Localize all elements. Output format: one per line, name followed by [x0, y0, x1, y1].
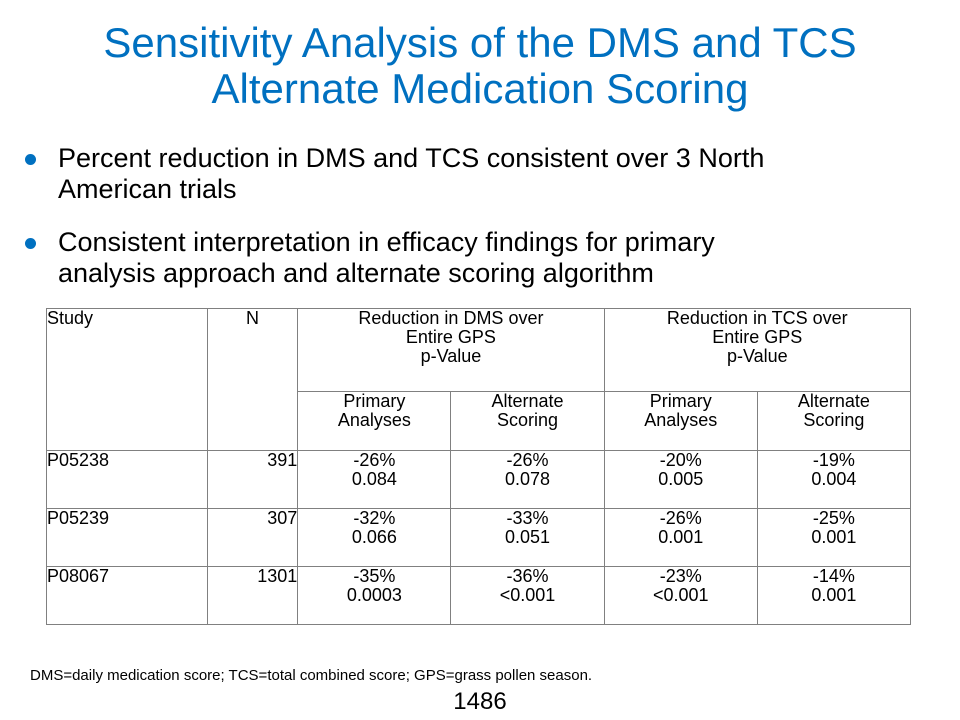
cell-pct: -20% — [659, 450, 702, 470]
cell-p-value: 0.066 — [351, 527, 397, 547]
bullet-text-line: Percent reduction in DMS and TCS consist… — [58, 143, 765, 173]
slide-title: Sensitivity Analysis of the DMS and TCS … — [0, 20, 960, 112]
cell-tcs-primary: -26% 0.001 — [603, 508, 758, 567]
cell-dms-primary: -35% 0.0003 — [297, 566, 452, 625]
header-tcs-group: Reduction in TCS over Entire GPS p-Value — [603, 308, 912, 392]
bullet-item: Consistent interpretation in efficacy fi… — [22, 227, 922, 289]
cell-p-value: 0.005 — [658, 469, 704, 489]
bullet-list: Percent reduction in DMS and TCS consist… — [22, 143, 922, 311]
cell-p-value: 0.001 — [811, 585, 857, 605]
subheader-line: Analyses — [337, 410, 411, 430]
header-tcs-alternate: Alternate Scoring — [756, 391, 912, 451]
header-dms-line-3: p-Value — [420, 346, 482, 366]
cell-n: 391 — [206, 450, 299, 509]
cell-dms-alternate: -33% 0.051 — [450, 508, 605, 567]
cell-pct: -33% — [506, 508, 549, 528]
header-n: N — [206, 308, 299, 451]
subheader-line: Primary — [343, 391, 406, 411]
cell-pct: -35% — [353, 566, 396, 586]
cell-p-value: 0.051 — [505, 527, 551, 547]
cell-tcs-alternate: -14% 0.001 — [756, 566, 912, 625]
cell-n: 1301 — [206, 566, 299, 625]
cell-pct: -23% — [659, 566, 702, 586]
cell-p-value: 0.004 — [811, 469, 857, 489]
slide-number: 1486 — [453, 688, 507, 715]
cell-pct: -26% — [506, 450, 549, 470]
cell-tcs-primary: -20% 0.005 — [603, 450, 758, 509]
cell-pct: -26% — [659, 508, 702, 528]
subheader-line: Primary — [649, 391, 712, 411]
subheader-line: Scoring — [497, 410, 559, 430]
header-tcs-line-2: Entire GPS — [712, 327, 803, 347]
cell-tcs-primary: -23% <0.001 — [603, 566, 758, 625]
bullet-dot-icon — [25, 154, 36, 165]
cell-p-value: 0.084 — [351, 469, 397, 489]
bullet-dot-icon — [25, 238, 36, 249]
subheader-line: Alternate — [797, 391, 870, 411]
subheader-line: Analyses — [644, 410, 718, 430]
subheader-line: Scoring — [803, 410, 865, 430]
cell-n: 307 — [206, 508, 299, 567]
cell-pct: -32% — [353, 508, 396, 528]
cell-p-value: <0.001 — [652, 585, 709, 605]
cell-pct: -19% — [812, 450, 855, 470]
cell-p-value: 0.001 — [811, 527, 857, 547]
cell-p-value: 0.001 — [658, 527, 704, 547]
slide-title-line-1: Sensitivity Analysis of the DMS and TCS — [103, 19, 857, 66]
cell-dms-primary: -26% 0.084 — [297, 450, 452, 509]
header-dms-primary: Primary Analyses — [297, 391, 452, 451]
bullet-text-line: analysis approach and alternate scoring … — [58, 258, 654, 288]
bullet-item: Percent reduction in DMS and TCS consist… — [22, 143, 922, 205]
subheader-line: Alternate — [491, 391, 564, 411]
cell-pct: -25% — [812, 508, 855, 528]
cell-tcs-alternate: -19% 0.004 — [756, 450, 912, 509]
footnote: DMS=daily medication score; TCS=total co… — [30, 667, 593, 684]
cell-study: P05238 — [46, 450, 208, 509]
cell-pct: -26% — [353, 450, 396, 470]
table-header-row: Study N Reduction in DMS over Entire GPS… — [46, 308, 912, 451]
header-dms-line-2: Entire GPS — [405, 327, 496, 347]
cell-dms-primary: -32% 0.066 — [297, 508, 452, 567]
cell-pct: -14% — [812, 566, 855, 586]
table-subheader-row: Primary Analyses Alternate Scoring Prima… — [47, 391, 912, 451]
cell-p-value: 0.078 — [505, 469, 551, 489]
cell-study: P05239 — [46, 508, 208, 567]
slide-title-line-2: Alternate Medication Scoring — [211, 65, 749, 112]
table-row: P05238 391 -26% 0.084 -26% 0.078 -20% 0.… — [46, 450, 912, 509]
header-study: Study — [46, 308, 208, 451]
cell-p-value: 0.0003 — [346, 585, 402, 605]
cell-pct: -36% — [506, 566, 549, 586]
results-table: Study N Reduction in DMS over Entire GPS… — [46, 308, 912, 625]
header-tcs-line-3: p-Value — [726, 346, 788, 366]
header-dms-alternate: Alternate Scoring — [450, 391, 605, 451]
table-row: P08067 1301 -35% 0.0003 -36% <0.001 -23%… — [46, 566, 912, 625]
header-dms-line-1: Reduction in DMS over — [358, 308, 544, 328]
cell-dms-alternate: -36% <0.001 — [450, 566, 605, 625]
cell-p-value: <0.001 — [499, 585, 556, 605]
cell-tcs-alternate: -25% 0.001 — [756, 508, 912, 567]
table-row: P05239 307 -32% 0.066 -33% 0.051 -26% 0.… — [46, 508, 912, 567]
cell-dms-alternate: -26% 0.078 — [450, 450, 605, 509]
cell-study: P08067 — [46, 566, 208, 625]
bullet-text-line: American trials — [58, 174, 237, 204]
header-dms-group: Reduction in DMS over Entire GPS p-Value — [297, 308, 605, 392]
header-tcs-primary: Primary Analyses — [603, 391, 758, 451]
bullet-text-line: Consistent interpretation in efficacy fi… — [58, 227, 715, 257]
header-tcs-line-1: Reduction in TCS over — [666, 308, 848, 328]
